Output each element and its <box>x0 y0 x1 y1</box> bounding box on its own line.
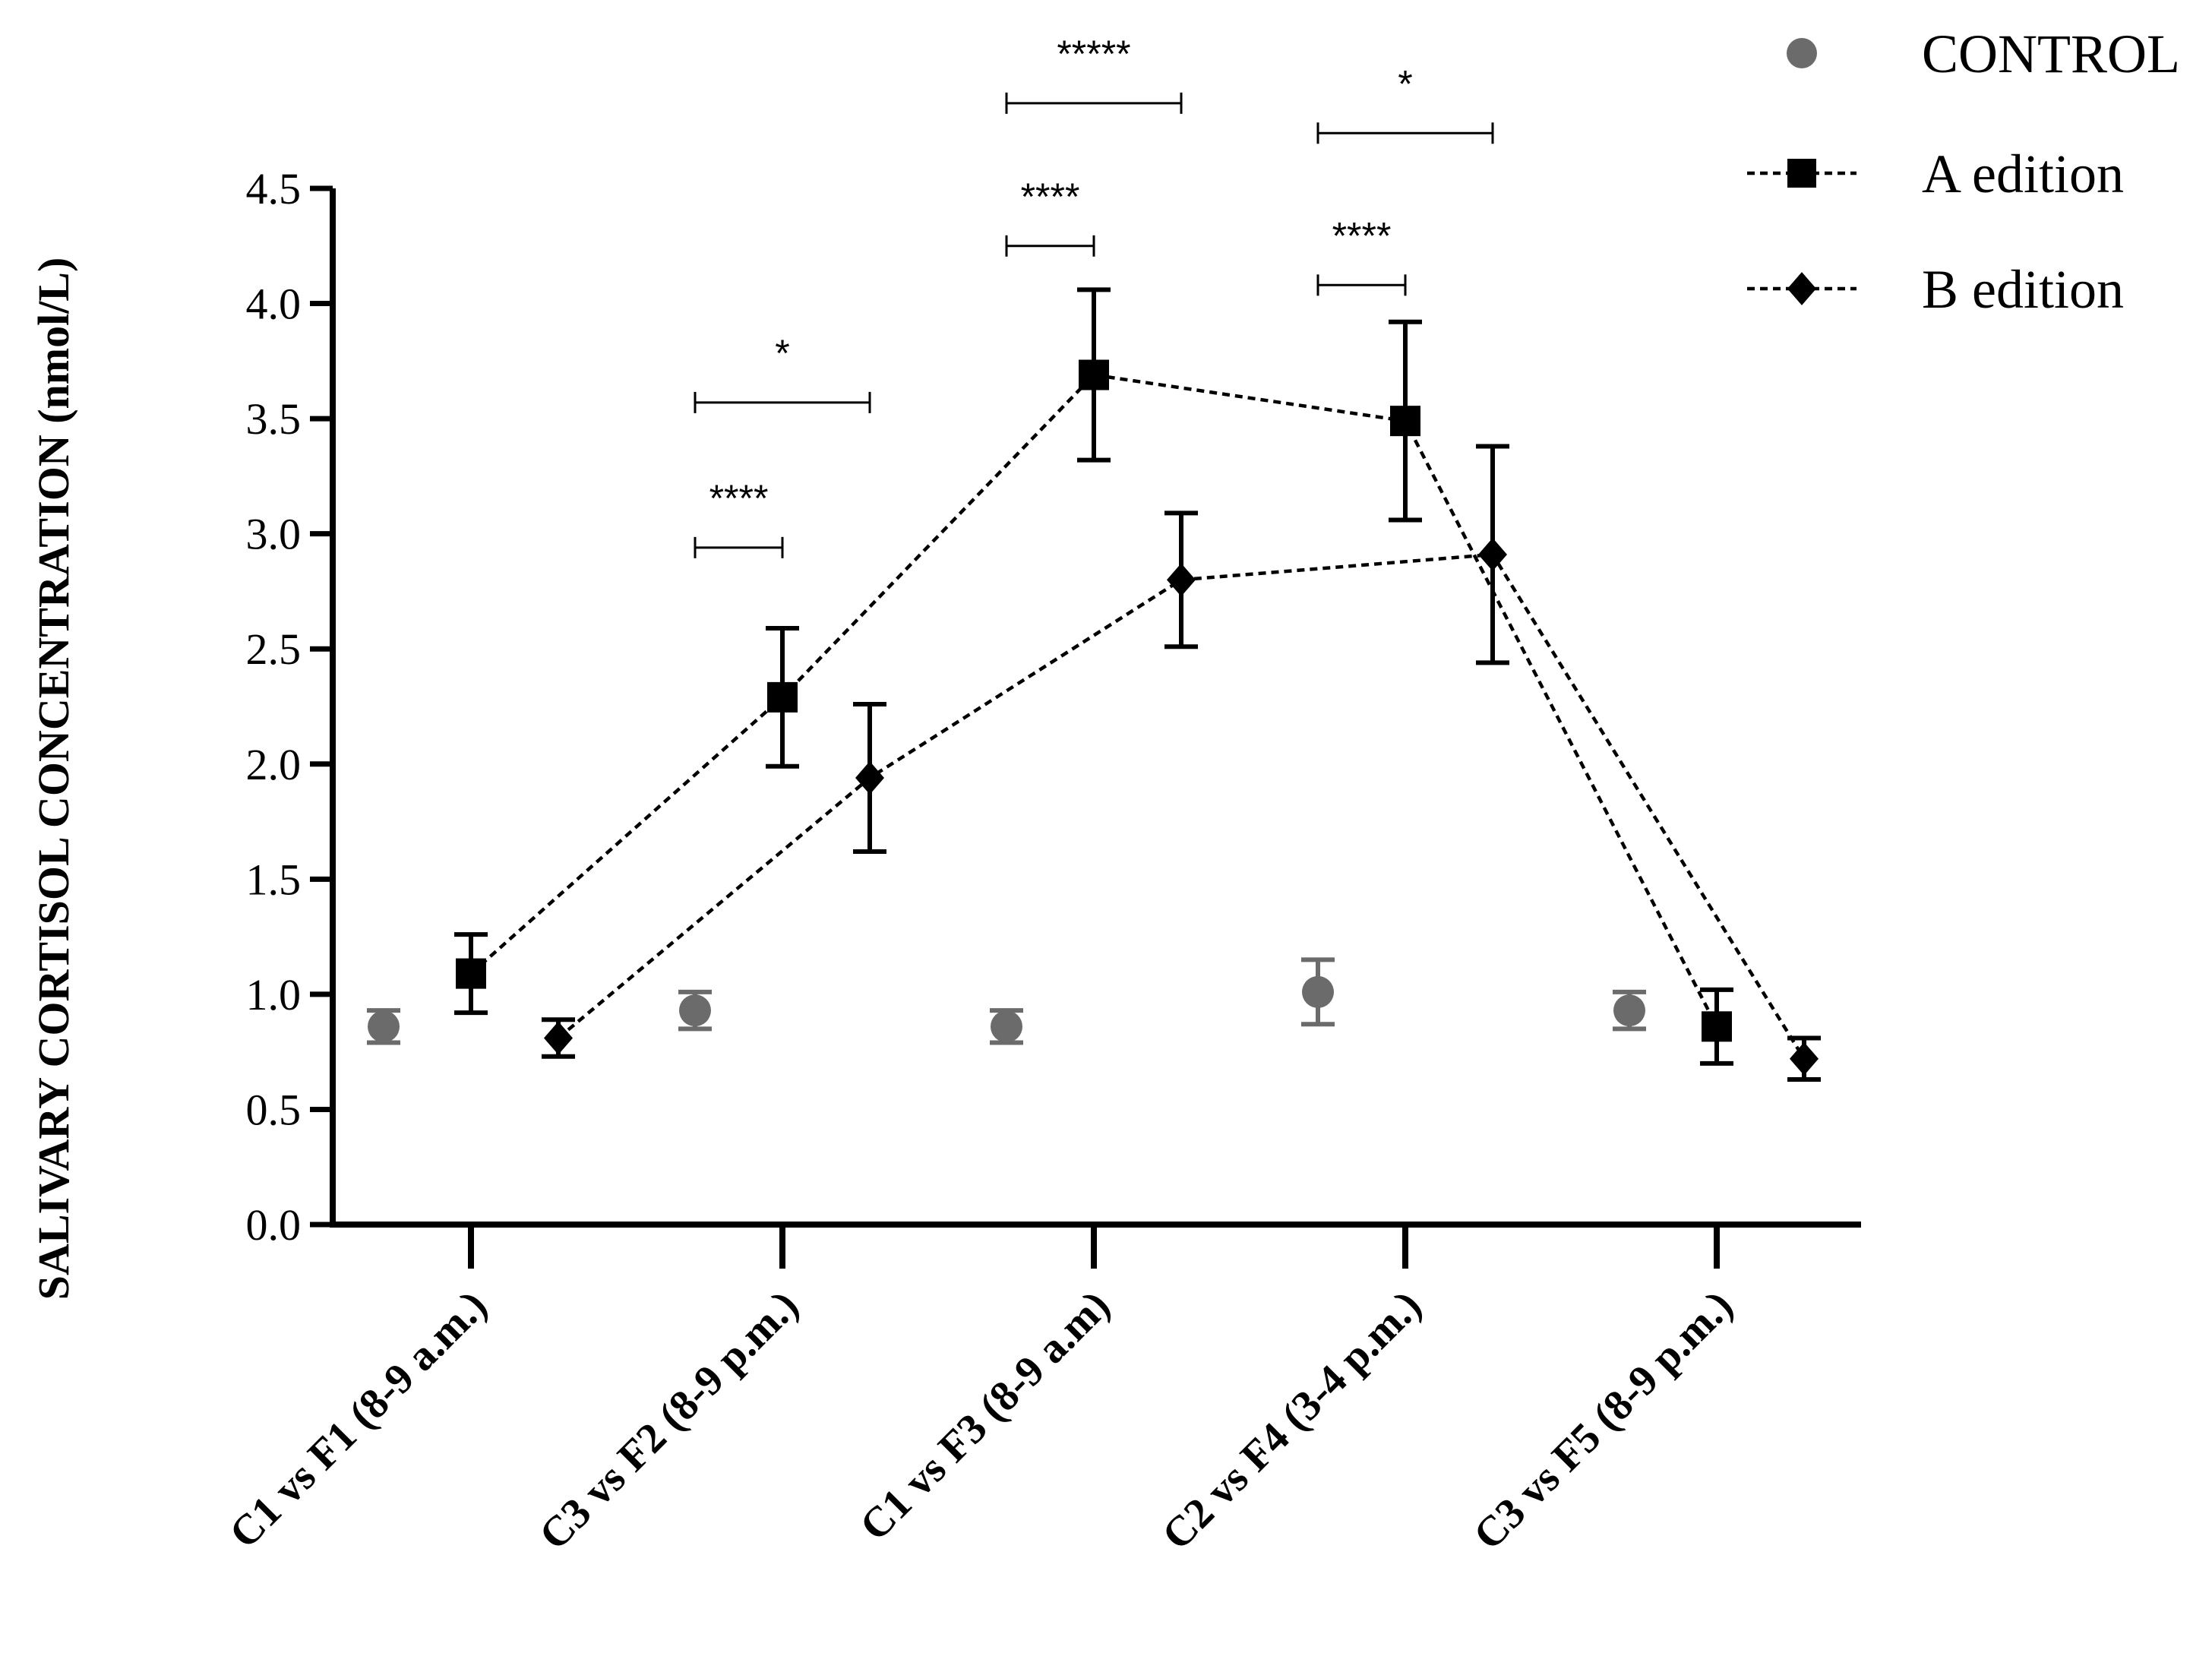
significance-label: * <box>775 332 789 375</box>
legend-marker <box>1787 38 1817 68</box>
data-point-control <box>368 1010 400 1043</box>
y-tick-label: 1.5 <box>246 855 302 904</box>
significance-label: ***** <box>1057 33 1130 75</box>
y-tick-label: 2.0 <box>246 740 302 789</box>
data-point-a-edition <box>767 681 798 713</box>
x-category-label: C3 vs F5 (8-9 p.m.) <box>1465 1282 1742 1559</box>
data-point-a-edition <box>1390 406 1420 437</box>
data-point-a-edition <box>456 958 486 989</box>
series-line-a-edition <box>469 373 1719 1028</box>
x-category-label: C3 vs F2 (8-9 p.m.) <box>530 1282 807 1559</box>
y-axis-label: SALIVARY CORTISOL CONCENTRATION (nmol/L) <box>29 258 78 1301</box>
data-point-b-edition <box>1790 1041 1819 1076</box>
significance-label: **** <box>709 477 769 520</box>
y-tick-label: 3.0 <box>246 510 302 559</box>
data-point-control <box>679 994 711 1027</box>
y-tick-label: 1.0 <box>246 970 302 1019</box>
data-point-b-edition <box>855 761 884 795</box>
y-tick-label: 2.5 <box>246 624 302 674</box>
data-point-a-edition <box>1079 359 1109 390</box>
legend-marker <box>1787 159 1816 188</box>
y-tick-label: 3.5 <box>246 394 302 444</box>
data-point-b-edition <box>544 1021 573 1055</box>
legend-label: A edition <box>1922 144 2124 204</box>
x-category-label: C1 vs F1 (8-9 a.m.) <box>220 1282 496 1557</box>
data-point-b-edition <box>1167 563 1196 597</box>
y-tick-label: 0.5 <box>246 1085 302 1134</box>
significance-label: **** <box>1021 175 1080 218</box>
x-category-label: C2 vs F4 (3-4 p.m.) <box>1153 1282 1430 1559</box>
data-point-control <box>1613 994 1645 1027</box>
legend-label: CONTROL <box>1922 24 2180 84</box>
data-point-control <box>991 1010 1022 1043</box>
data-point-b-edition <box>1478 538 1507 571</box>
legend-label: B edition <box>1922 259 2124 320</box>
legend-marker <box>1787 272 1816 305</box>
y-tick-label: 4.5 <box>246 164 302 213</box>
data-point-control <box>1302 975 1334 1008</box>
x-category-label: C1 vs F3 (8-9 a.m) <box>851 1282 1119 1550</box>
plot-area: 0.0 0.5 1.0 1.5 2.0 2.5 3.0 3.5 4.0 4.5 C1 vs F1 (… <box>220 24 2180 1559</box>
data-point-a-edition <box>1702 1011 1732 1042</box>
y-tick-label: 0.0 <box>246 1200 302 1250</box>
y-tick-label: 4.0 <box>246 280 302 329</box>
significance-label: **** <box>1332 214 1392 257</box>
significance-label: * <box>1398 62 1412 105</box>
